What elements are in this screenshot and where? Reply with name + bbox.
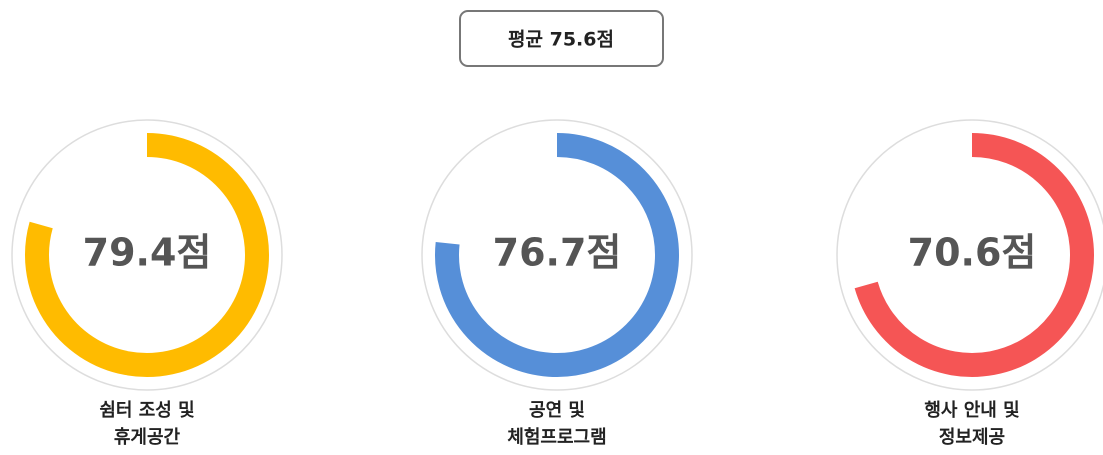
category-label: 휴게공간 — [114, 427, 181, 448]
average-label: 평균 75.6점 — [508, 29, 614, 51]
value-label: 70.6점 — [908, 231, 1037, 275]
category-label: 정보제공 — [939, 427, 1005, 448]
average-box — [459, 10, 664, 67]
gauge-outline — [836, 119, 1103, 391]
category-label: 행사 안내 및 — [924, 400, 1019, 421]
gauge-arc — [854, 133, 1094, 377]
value-label: 76.7점 — [493, 231, 622, 275]
category-label: 체험프로그램 — [507, 426, 606, 448]
gauge-outline — [421, 119, 693, 391]
category-label: 쉼터 조성 및 — [99, 400, 194, 421]
gauge-arc — [25, 133, 269, 377]
gauge-arc — [435, 133, 679, 377]
value-label: 79.4점 — [83, 231, 212, 275]
category-label: 공연 및 — [529, 400, 585, 421]
gauge-outline — [11, 119, 283, 391]
